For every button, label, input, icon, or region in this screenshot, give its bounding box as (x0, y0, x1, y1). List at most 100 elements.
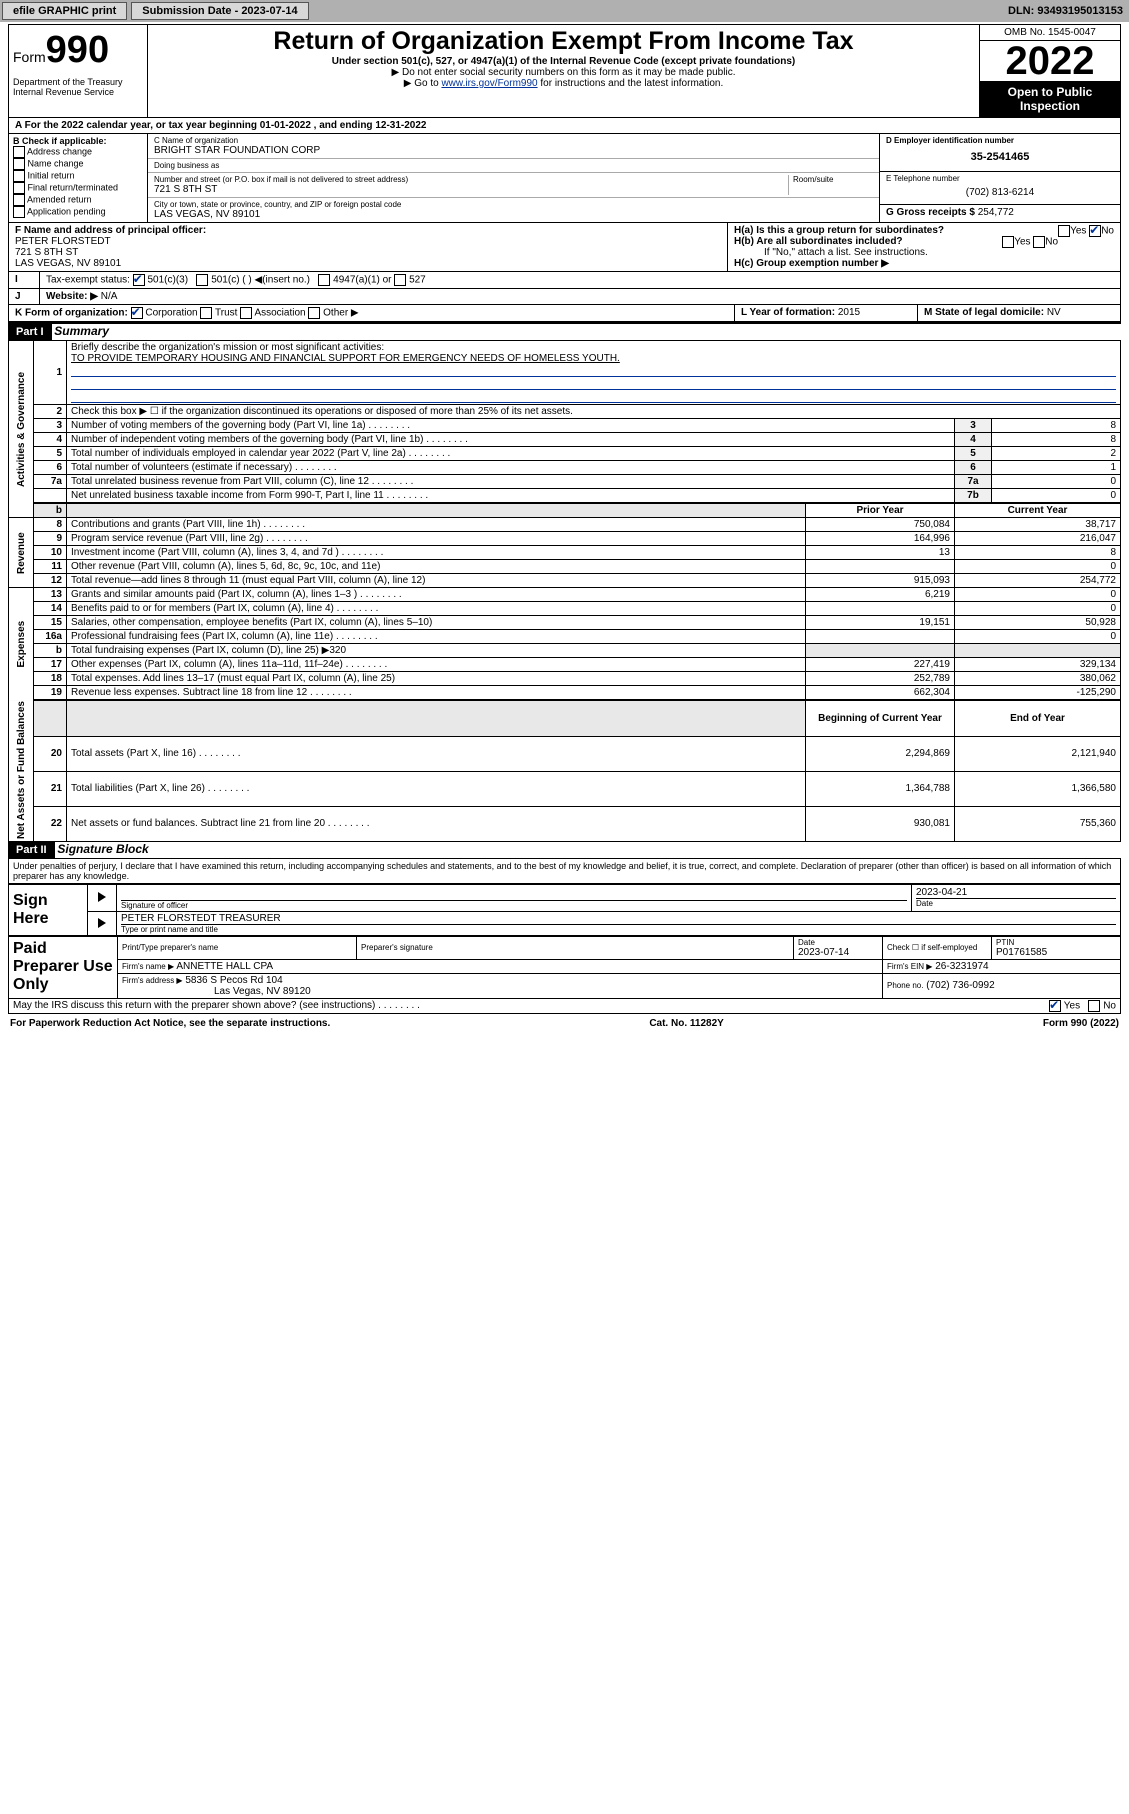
rev-row-10: 10Investment income (Part VIII, column (… (9, 546, 1121, 560)
cb-amended-return[interactable] (13, 194, 25, 206)
col-end: End of Year (955, 700, 1121, 736)
form-number: 990 (46, 29, 109, 71)
topbar: efile GRAPHIC print Submission Date - 20… (0, 0, 1129, 22)
lbl-other: Other ▶ (323, 308, 358, 319)
submission-date-button[interactable]: Submission Date - 2023-07-14 (131, 2, 308, 20)
gov-row-3: 3Number of voting members of the governi… (9, 419, 1121, 433)
ha-label: H(a) Is this a group return for subordin… (734, 225, 944, 236)
footer-mid: Cat. No. 11282Y (649, 1018, 723, 1029)
addr-label: Number and street (or P.O. box if mail i… (154, 175, 784, 184)
cb-501c3[interactable] (133, 274, 145, 286)
desc: Total fundraising expenses (Part IX, col… (67, 644, 806, 658)
lbl-discuss-yes: Yes (1064, 1000, 1080, 1011)
lineno: 21 (34, 771, 67, 806)
net-row-20: 20Total assets (Part X, line 16)2,294,86… (9, 736, 1121, 771)
j-value: N/A (101, 291, 118, 302)
desc: Total unrelated business revenue from Pa… (67, 475, 955, 489)
form-title: Return of Organization Exempt From Incom… (152, 27, 975, 56)
prior: 227,419 (806, 658, 955, 672)
room-label: Room/suite (793, 175, 873, 184)
val: 2 (992, 447, 1121, 461)
j-label: Website: ▶ (46, 291, 98, 302)
exp-row-17: 17Other expenses (Part IX, column (A), l… (9, 658, 1121, 672)
cb-527[interactable] (394, 274, 406, 286)
cb-corp[interactable] (131, 307, 143, 319)
pp-check-label: Check ☐ if self-employed (887, 943, 987, 952)
ptin-value: P01761585 (996, 947, 1116, 958)
exp-row-16b: bTotal fundraising expenses (Part IX, co… (9, 644, 1121, 658)
pp-sig-label: Preparer's signature (361, 943, 789, 952)
rev-row-9: 9Program service revenue (Part VIII, lin… (9, 532, 1121, 546)
prior (806, 630, 955, 644)
curr: 50,928 (955, 616, 1121, 630)
lineno: 20 (34, 736, 67, 771)
cb-hb-no[interactable] (1033, 236, 1045, 248)
lineno: 12 (34, 574, 67, 588)
cb-discuss-no[interactable] (1088, 1000, 1100, 1012)
lbl-discuss-no: No (1103, 1000, 1116, 1011)
prior-grey (806, 644, 955, 658)
efile-print-button[interactable]: efile GRAPHIC print (2, 2, 127, 20)
note-link: ▶ Go to www.irs.gov/Form990 for instruct… (152, 78, 975, 89)
irs-link[interactable]: www.irs.gov/Form990 (441, 78, 537, 89)
lbl-corp: Corporation (145, 308, 197, 319)
lbl-address-change: Address change (27, 146, 92, 156)
gov-row-5: 5Total number of individuals employed in… (9, 447, 1121, 461)
curr: 0 (955, 602, 1121, 616)
lbl-527: 527 (409, 275, 426, 286)
i-label: Tax-exempt status: (46, 275, 130, 286)
line-1: Briefly describe the organization's miss… (67, 341, 1121, 405)
firm-name-label: Firm's name ▶ (122, 962, 174, 971)
desc: Other expenses (Part IX, column (A), lin… (67, 658, 806, 672)
prior: 19,151 (806, 616, 955, 630)
sig-name-value: PETER FLORSTEDT TREASURER (121, 913, 1116, 924)
f-addr2: LAS VEGAS, NV 89101 (15, 258, 721, 269)
cb-ha-no[interactable] (1089, 225, 1101, 237)
m-value: NV (1047, 307, 1061, 318)
cb-application-pending[interactable] (13, 206, 25, 218)
lineno: 18 (34, 672, 67, 686)
cb-trust[interactable] (200, 307, 212, 319)
cb-ha-yes[interactable] (1058, 225, 1070, 237)
gov-row-7a: 7aTotal unrelated business revenue from … (9, 475, 1121, 489)
cb-4947[interactable] (318, 274, 330, 286)
form-word: Form (13, 49, 46, 65)
declaration: Under penalties of perjury, I declare th… (8, 858, 1121, 884)
key: 4 (955, 433, 992, 447)
desc: Total number of individuals employed in … (67, 447, 955, 461)
lineno: 6 (34, 461, 67, 475)
part1-badge: Part I (8, 324, 52, 340)
prior: 164,996 (806, 532, 955, 546)
col-curr: Current Year (955, 503, 1121, 518)
discuss-label: May the IRS discuss this return with the… (13, 1000, 420, 1011)
cb-final-return[interactable] (13, 182, 25, 194)
curr: 329,134 (955, 658, 1121, 672)
cb-discuss-yes[interactable] (1049, 1000, 1061, 1012)
curr: 0 (955, 588, 1121, 602)
cb-name-change[interactable] (13, 158, 25, 170)
pp-date-value: 2023-07-14 (798, 947, 878, 958)
cb-assoc[interactable] (240, 307, 252, 319)
m-label: M State of legal domicile: (924, 307, 1044, 318)
addr-value: 721 S 8TH ST (154, 184, 784, 195)
cb-501c[interactable] (196, 274, 208, 286)
hb-row: H(b) Are all subordinates included? Yes … (734, 236, 1114, 247)
lbl-trust: Trust (215, 308, 237, 319)
lbl-ha-no: No (1101, 226, 1114, 237)
desc: Investment income (Part VIII, column (A)… (67, 546, 806, 560)
cb-address-change[interactable] (13, 146, 25, 158)
firm-phone-label: Phone no. (887, 981, 923, 990)
desc: Contributions and grants (Part VIII, lin… (67, 518, 806, 532)
line-1-no: 1 (34, 341, 67, 405)
hc-row: H(c) Group exemption number ▶ (734, 258, 1114, 269)
pp-name-label: Print/Type preparer's name (122, 943, 352, 952)
line-2: Check this box ▶ ☐ if the organization d… (67, 405, 1121, 419)
cb-hb-yes[interactable] (1002, 236, 1014, 248)
lineno: 17 (34, 658, 67, 672)
rev-row-12: 12Total revenue—add lines 8 through 11 (… (9, 574, 1121, 588)
underline-2 (71, 377, 1116, 390)
cb-other[interactable] (308, 307, 320, 319)
cb-initial-return[interactable] (13, 170, 25, 182)
col-prior: Prior Year (806, 503, 955, 518)
footer: For Paperwork Reduction Act Notice, see … (8, 1014, 1121, 1033)
